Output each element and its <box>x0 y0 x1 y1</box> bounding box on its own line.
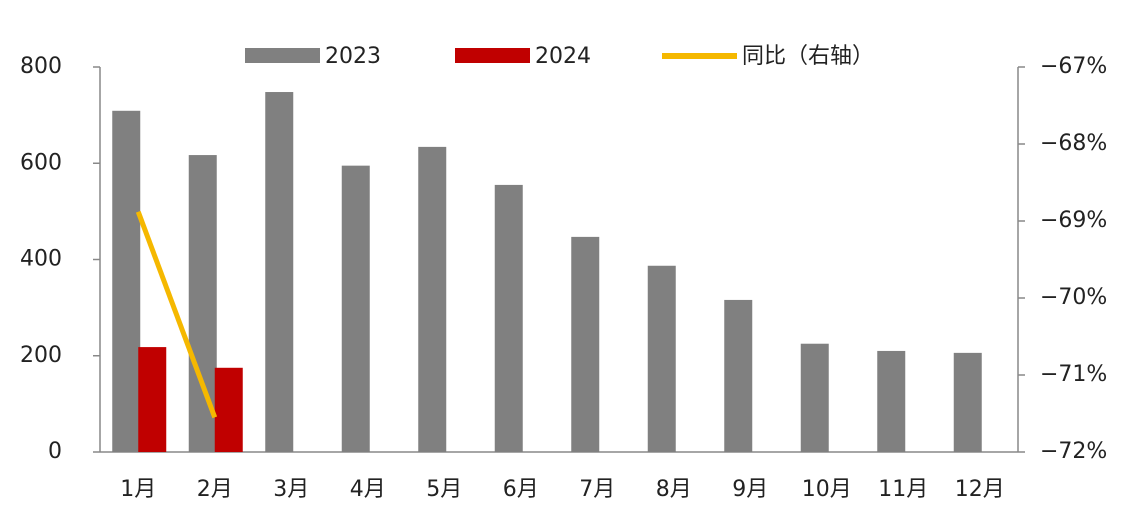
bar <box>265 92 294 453</box>
x-tick-label: 11月 <box>878 477 928 502</box>
bar <box>953 352 982 452</box>
bar <box>112 110 141 452</box>
legend-swatch <box>455 48 530 63</box>
bar <box>800 343 829 452</box>
x-tick-label: 10月 <box>802 477 852 502</box>
x-tick-label: 6月 <box>503 477 539 502</box>
x-tick-label: 4月 <box>350 477 386 502</box>
x-tick-label: 5月 <box>426 477 462 502</box>
y2-tick-label: −72% <box>1040 439 1107 464</box>
legend-label: 2024 <box>535 44 591 69</box>
bar <box>647 265 676 452</box>
y2-tick-label: −70% <box>1040 285 1107 310</box>
y2-tick-label: −67% <box>1040 54 1107 79</box>
legend-swatch <box>245 48 320 63</box>
x-tick-label: 1月 <box>120 477 156 502</box>
bar <box>877 350 906 452</box>
legend-label: 同比（右轴） <box>742 44 874 69</box>
x-tick-label: 12月 <box>955 477 1005 502</box>
bar <box>138 347 167 452</box>
legend-label: 2023 <box>325 44 381 69</box>
x-tick-label: 2月 <box>197 477 233 502</box>
bar <box>494 184 523 452</box>
x-tick-label: 9月 <box>732 477 768 502</box>
x-tick-label: 7月 <box>579 477 615 502</box>
bar <box>188 155 217 452</box>
x-tick-label: 8月 <box>656 477 692 502</box>
y2-tick-label: −69% <box>1040 208 1107 233</box>
bar <box>724 299 753 452</box>
y-tick-label: 400 <box>20 247 62 272</box>
x-tick-label: 3月 <box>273 477 309 502</box>
y2-tick-label: −71% <box>1040 362 1107 387</box>
bar <box>571 236 600 452</box>
y-tick-label: 800 <box>20 54 62 79</box>
y2-tick-label: −68% <box>1040 131 1107 156</box>
bar <box>418 146 447 452</box>
bar <box>341 165 370 452</box>
y-tick-label: 200 <box>20 343 62 368</box>
y-tick-label: 0 <box>48 439 62 464</box>
bar <box>214 367 243 452</box>
line <box>135 210 218 419</box>
y-tick-label: 600 <box>20 150 62 175</box>
